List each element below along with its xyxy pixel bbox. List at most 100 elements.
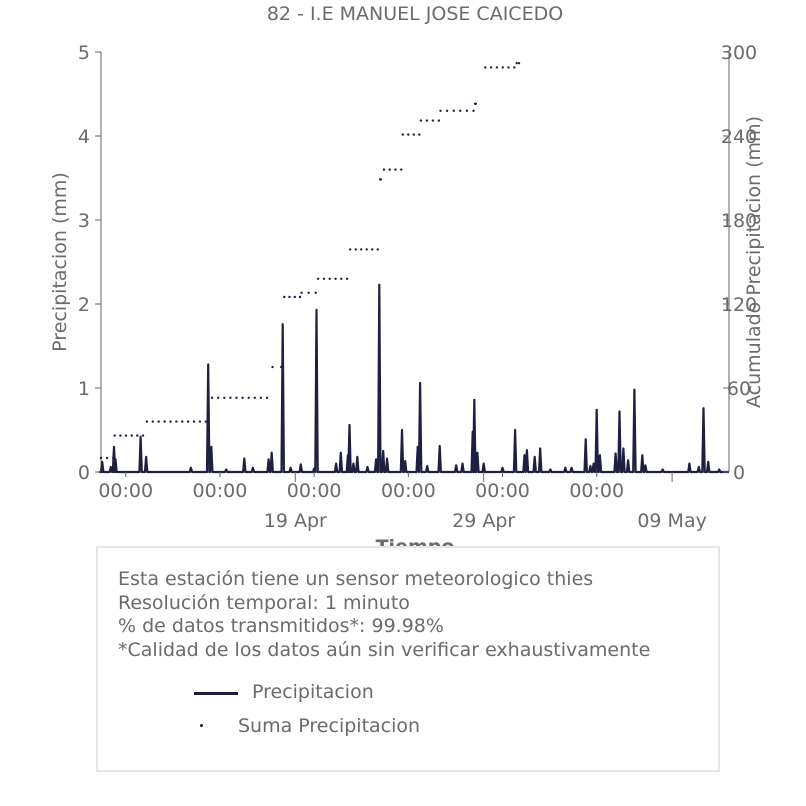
x-tick-label-minor: 00:00 — [193, 480, 248, 502]
cumulative-point — [472, 109, 475, 113]
cumulative-point — [300, 291, 303, 294]
y-tick-label-right: 60 — [727, 378, 751, 400]
cumulative-point — [283, 295, 286, 299]
cumulative-point — [229, 396, 232, 399]
cumulative-point — [437, 119, 441, 122]
cumulative-point — [322, 277, 326, 280]
cumulative-point — [163, 420, 166, 423]
cumulative-point — [484, 66, 487, 69]
precipitation-line — [98, 283, 729, 474]
cumulative-point — [439, 109, 442, 113]
cumulative-point — [157, 420, 160, 423]
cumulative-point — [288, 295, 291, 299]
legend-line-marker — [194, 692, 238, 695]
cumulative-point — [365, 248, 368, 251]
cumulative-point — [507, 66, 510, 69]
cumulative-point — [419, 119, 423, 122]
cumulative-series — [99, 62, 521, 460]
cumulative-point — [181, 420, 184, 423]
cumulative-point — [517, 62, 521, 65]
cumulative-point — [280, 365, 283, 369]
y-tick-label-left: 4 — [78, 126, 90, 148]
y-axis-label-right: Acumulado Precipitacion (mm) — [743, 116, 765, 408]
y-tick-label-right: 120 — [721, 294, 757, 316]
cumulative-point — [169, 420, 172, 423]
ticks: 0 1 2 3 4 5 0 60 120 180 240 300 00:00 00:00 00:00 00:0… — [78, 42, 757, 532]
cumulative-point — [113, 434, 116, 437]
cumulative-point — [271, 365, 274, 369]
legend-label-suma: Suma Precipitacion — [238, 715, 421, 737]
cumulative-point — [105, 456, 109, 460]
cumulative-point — [501, 66, 504, 69]
cumulative-point — [474, 102, 477, 106]
cumulative-point — [145, 420, 149, 423]
cumulative-point — [354, 248, 357, 251]
legend-dot-marker — [200, 724, 203, 727]
info-line-resolution: Resolución temporal: 1 minuto — [118, 591, 410, 614]
x-tick-label-minor: 00:00 — [381, 480, 436, 502]
cumulative-point — [235, 396, 238, 399]
info-line-sensor: Esta estación tiene un sensor meteorolog… — [118, 568, 594, 590]
cumulative-point — [431, 119, 435, 122]
y-tick-label-right: 180 — [721, 210, 757, 232]
cumulative-point — [401, 133, 404, 136]
cumulative-point — [298, 295, 302, 299]
cumulative-point — [515, 62, 518, 65]
cumulative-point — [316, 277, 320, 280]
cumulative-point — [112, 456, 115, 460]
cumulative-point — [151, 420, 154, 423]
cumulative-point — [513, 66, 516, 69]
cumulative-point — [345, 277, 349, 280]
cumulative-point — [340, 277, 343, 280]
cumulative-point — [293, 295, 296, 299]
x-tick-label-minor: 00:00 — [569, 480, 624, 502]
cumulative-point — [328, 277, 331, 280]
y-tick-label-right: 240 — [721, 126, 757, 148]
cumulative-point — [175, 420, 178, 423]
cumulative-point — [204, 420, 207, 423]
y-tick-label-right: 300 — [721, 42, 757, 64]
cumulative-point — [253, 396, 256, 399]
cumulative-point — [371, 248, 374, 251]
cumulative-point — [425, 119, 429, 122]
x-tick-label-major: 29 Apr — [452, 510, 515, 532]
info-lines: Esta estación tiene un sensor meteorolog… — [118, 568, 650, 662]
cumulative-point — [141, 434, 145, 437]
x-tick-label-minor: 00:00 — [475, 480, 530, 502]
cumulative-point — [388, 168, 391, 171]
y-tick-label-left: 1 — [78, 378, 90, 400]
cumulative-point — [314, 291, 317, 294]
cumulative-point — [265, 396, 269, 399]
cumulative-point — [412, 133, 415, 136]
x-tick-label-minor: 00:00 — [98, 480, 153, 502]
cumulative-point — [217, 396, 220, 399]
cumulative-point — [418, 133, 421, 136]
legend-label-precipitacion: Precipitacion — [252, 681, 374, 703]
cumulative-point — [124, 434, 128, 437]
cumulative-point — [186, 420, 190, 423]
precipitation-series — [98, 283, 729, 474]
cumulative-point — [259, 396, 263, 399]
cumulative-point — [452, 109, 455, 113]
cumulative-point — [376, 248, 379, 251]
cumulative-point — [459, 109, 462, 113]
cumulative-point — [400, 168, 403, 171]
cumulative-point — [223, 396, 226, 399]
x-tick-label-minor: 00:00 — [287, 480, 342, 502]
cumulative-point — [489, 66, 493, 69]
y-tick-label-right: 0 — [733, 462, 745, 484]
info-box: Esta estación tiene un sensor meteorolog… — [96, 546, 720, 772]
cumulative-point — [307, 291, 310, 294]
cumulative-point — [495, 66, 499, 69]
cumulative-point — [119, 434, 122, 437]
cumulative-point — [198, 420, 202, 423]
cumulative-point — [379, 178, 383, 181]
y-tick-label-left: 2 — [78, 294, 90, 316]
x-tick-label-major: 09 May — [637, 510, 707, 532]
cumulative-point — [99, 456, 103, 460]
y-tick-label-left: 5 — [78, 42, 90, 64]
cumulative-point — [360, 248, 363, 251]
y-tick-label-left: 0 — [78, 462, 90, 484]
cumulative-point — [407, 133, 410, 136]
